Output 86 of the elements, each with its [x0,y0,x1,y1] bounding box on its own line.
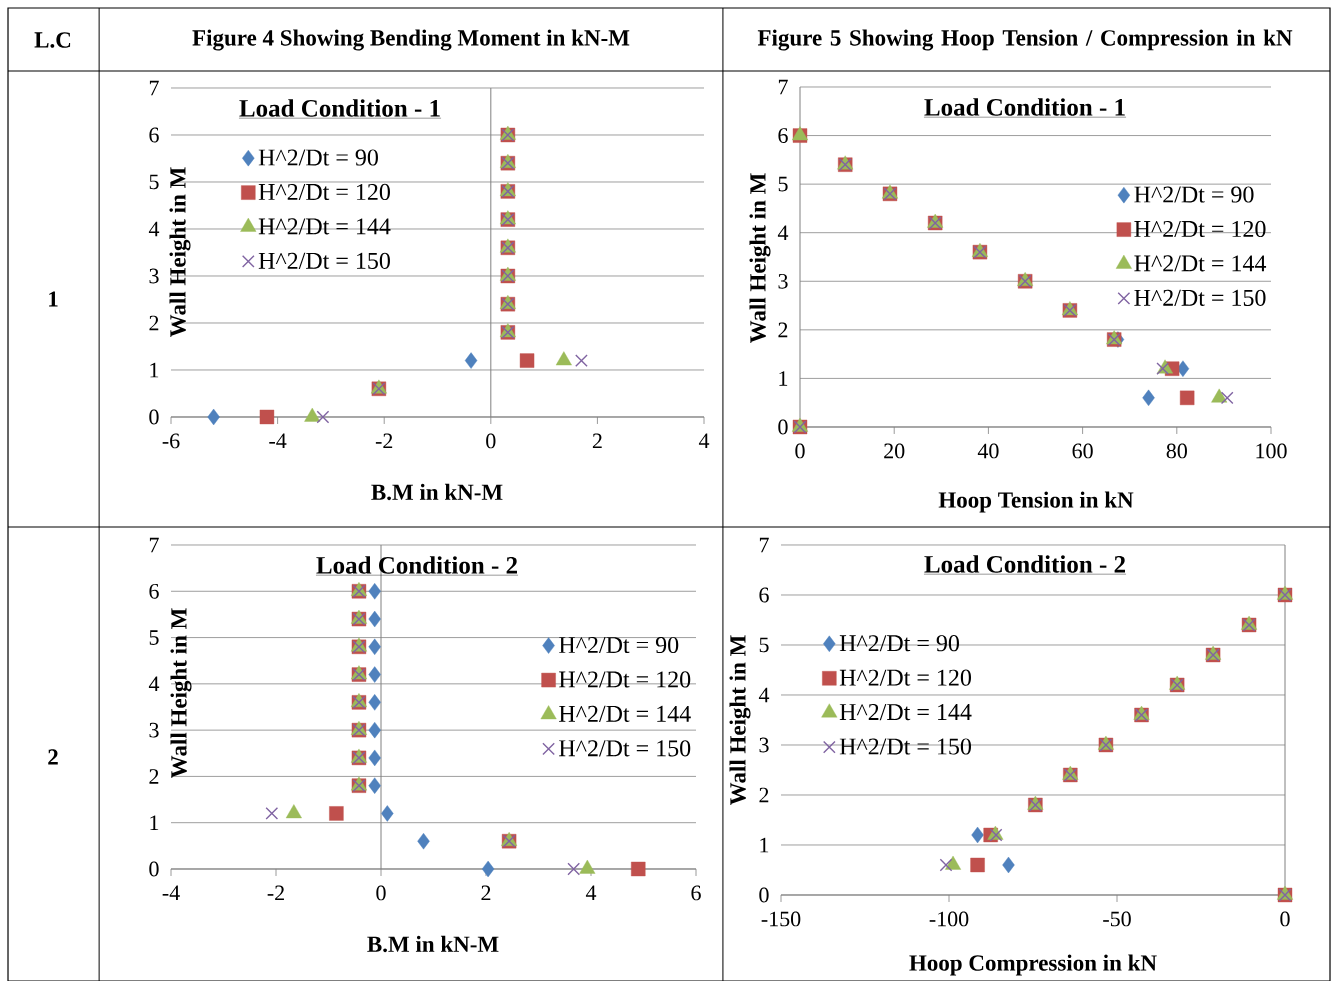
legend-label: H^2/Dt = 144 [839,704,972,721]
x-tick-label: 20 [884,443,905,459]
x-tick-label: -2 [267,885,284,901]
y-tick-label: 0 [778,419,788,435]
y-tick-label: 1 [779,371,788,386]
y-tick-label: 4 [777,225,789,240]
x-tick-label: 0 [376,885,386,901]
caption: Figure 5 Showing Hoop Tension / Compression in kN [757,29,1293,51]
y-tick-label: 2 [759,787,769,803]
y-tick-label: 5 [759,637,769,653]
legend-label: H^2/Dt = 144 [559,705,691,722]
x-tick-label: 6 [691,885,701,901]
y-tick-label: 2 [149,769,159,784]
legend-label: H^2/Dt = 150 [258,252,390,269]
y-axis-title: Wall Height in M [729,635,751,805]
x-tick-label: -150 [761,911,801,927]
legend-label: H^2/Dt = 144 [1134,255,1267,272]
legend-label: H^2/Dt = 150 [1134,289,1266,306]
y-tick-label: 0 [149,861,159,877]
x-tick-label: 100 [1256,443,1287,459]
y-tick-label: 4 [148,676,160,692]
y-tick-label: 1 [150,815,159,830]
x-tick-label: -100 [929,911,969,927]
caption: Figure 4 Showing Bending Moment in kN-M [192,29,630,51]
x-tick-label: 4 [698,433,710,448]
y-tick-label: 6 [778,128,788,143]
x-tick-label: -2 [375,433,393,449]
y-tick-label: 1 [150,362,159,378]
y-tick-label: 4 [758,687,770,703]
x-tick-label: -6 [162,433,180,449]
x-tick-label: -4 [269,433,287,448]
y-tick-label: 6 [149,127,159,143]
y-tick-label: 4 [148,221,160,237]
x-tick-label: 0 [1280,911,1290,927]
y-tick-label: 3 [759,737,769,753]
x-tick-label: 2 [481,885,491,901]
x-tick-label: -50 [1103,911,1131,927]
x-axis-title: Hoop Tension in kN [938,491,1134,513]
chart-title: Load Condition - 1 [239,99,440,117]
legend-label: H^2/Dt = 90 [559,636,679,654]
legend-label: H^2/Dt = 120 [258,183,390,201]
chart-title: Load Condition - 2 [924,555,1125,573]
text: 1 [49,291,58,307]
legend-label: H^2/Dt = 120 [1134,220,1266,238]
y-tick-label: 5 [149,174,159,190]
text: 2 [48,749,58,765]
y-axis-title: Wall Height in M [170,608,192,778]
x-axis-title: B.M in kN-M [371,483,503,501]
y-axis-title: Wall Height in M [749,173,771,343]
legend-label: H^2/Dt = 150 [559,740,691,757]
text: L.C [34,32,71,48]
x-tick-label: -4 [162,885,180,900]
y-tick-label: 3 [149,722,159,738]
x-tick-label: 40 [977,443,999,459]
y-tick-label: 7 [759,537,769,553]
y-tick-label: 5 [149,630,159,645]
y-tick-label: 5 [778,176,788,192]
y-tick-label: 6 [149,583,159,599]
legend-label: H^2/Dt = 90 [1134,186,1254,203]
y-tick-label: 1 [760,837,769,853]
legend-label: H^2/Dt = 120 [839,669,971,686]
y-tick-label: 7 [778,79,788,95]
x-axis-title: Hoop Compression in kN [909,954,1157,976]
y-tick-label: 7 [149,537,159,553]
chart-title: Load Condition - 2 [316,556,517,574]
chart-title: Load Condition - 1 [924,98,1125,116]
x-tick-label: 2 [592,433,602,449]
legend-label: H^2/Dt = 90 [258,149,378,166]
y-tick-label: 3 [778,273,788,289]
y-tick-label: 6 [759,587,769,603]
y-tick-label: 7 [149,80,159,96]
y-tick-label: 3 [149,268,159,284]
y-tick-label: 0 [149,409,159,425]
x-tick-label: 0 [795,443,805,459]
x-tick-label: 0 [486,433,496,449]
x-tick-label: 60 [1072,443,1093,459]
x-tick-label: 80 [1166,443,1187,459]
legend-label: H^2/Dt = 150 [839,738,971,755]
x-axis-title: B.M in kN-M [367,935,499,953]
y-tick-label: 2 [149,315,159,331]
legend-label: H^2/Dt = 120 [559,671,691,688]
legend-label: H^2/Dt = 144 [258,218,391,235]
x-tick-label: 4 [585,885,597,900]
y-axis-title: Wall Height in M [169,167,191,337]
y-tick-label: 2 [778,322,788,338]
legend-label: H^2/Dt = 90 [839,635,959,652]
